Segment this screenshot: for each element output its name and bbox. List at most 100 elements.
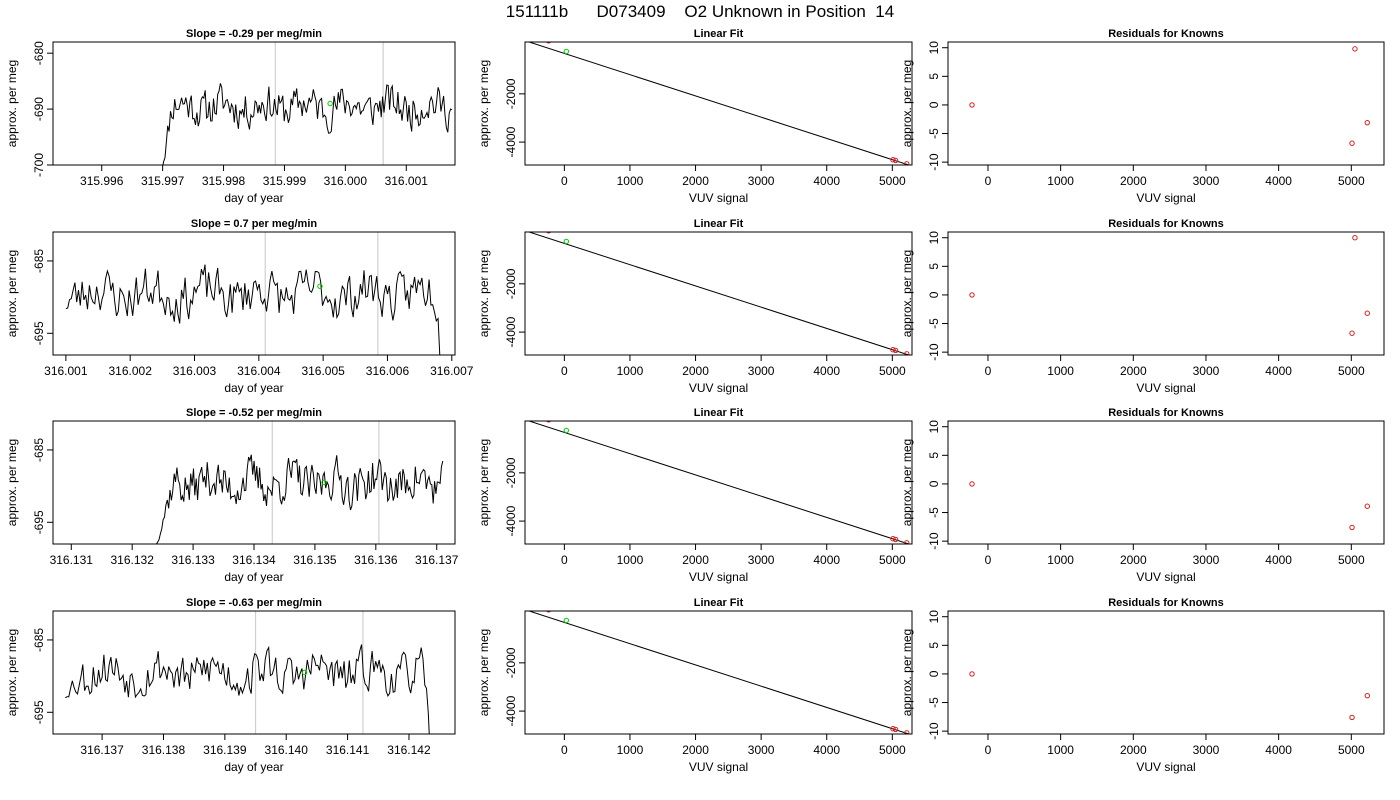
x-axis-label: day of year xyxy=(224,760,283,774)
x-tick-label: 0 xyxy=(985,553,992,567)
figure-title: 151111b D073409 O2 Unknown in Position 1… xyxy=(505,2,895,21)
y-tick-label: -685 xyxy=(32,628,46,652)
x-tick-label: 315.997 xyxy=(141,174,185,188)
x-axis-label: day of year xyxy=(224,381,283,395)
x-tick-label: 2000 xyxy=(1120,743,1147,757)
panel-title: Residuals for Knowns xyxy=(1108,407,1224,419)
fit-line xyxy=(527,232,909,355)
y-tick-label: -5 xyxy=(927,318,941,329)
known-point xyxy=(1364,310,1370,316)
known-point xyxy=(892,347,899,354)
known-point xyxy=(969,671,975,677)
y-tick-label: -685 xyxy=(32,249,46,273)
known-point xyxy=(904,730,910,734)
panel-frame xyxy=(524,231,913,356)
x-tick-label: 1000 xyxy=(1047,174,1074,188)
x-tick-label: 2000 xyxy=(1120,174,1147,188)
plot-area xyxy=(969,235,1370,336)
plot-area xyxy=(155,454,444,544)
known-point xyxy=(892,726,899,733)
plot-area xyxy=(969,481,1370,531)
x-tick-label: 3000 xyxy=(748,553,775,567)
known-point xyxy=(890,725,896,732)
x-tick-label: 5000 xyxy=(879,553,906,567)
y-tick-label: 5 xyxy=(927,73,941,80)
x-tick-label: 5000 xyxy=(1338,364,1365,378)
x-tick-label: 4000 xyxy=(1265,174,1292,188)
plot-area xyxy=(527,611,910,734)
x-tick-label: 1000 xyxy=(1047,364,1074,378)
y-axis-label: approx. per meg xyxy=(900,629,914,716)
x-tick-label: 0 xyxy=(561,364,568,378)
x-tick-label: 316.133 xyxy=(171,553,215,567)
y-tick-label: 10 xyxy=(927,41,941,55)
x-tick-label: 316.001 xyxy=(44,364,88,378)
panel-title: Linear Fit xyxy=(694,28,744,40)
y-tick-label: 10 xyxy=(927,610,941,624)
known-point xyxy=(1352,235,1358,241)
known-point xyxy=(904,351,910,355)
x-tick-label: 4000 xyxy=(1265,743,1292,757)
x-axis-label: VUV signal xyxy=(689,570,748,584)
x-tick-label: 3000 xyxy=(1193,364,1220,378)
y-axis-label: approx. per meg xyxy=(900,250,914,337)
x-tick-label: 4000 xyxy=(1265,364,1292,378)
known-point xyxy=(892,157,899,164)
x-tick-label: 1000 xyxy=(617,553,644,567)
panel-3-2: Residuals for Knowns 0 1000 2000 3000 4000 500… xyxy=(900,597,1385,774)
known-point xyxy=(890,535,896,542)
x-tick-label: 316.140 xyxy=(265,743,309,757)
known-point xyxy=(969,292,975,298)
y-axis-label: approx. per meg xyxy=(900,439,914,526)
panel-frame xyxy=(52,231,456,356)
x-tick-label: 3000 xyxy=(1193,553,1220,567)
x-tick-label: 5000 xyxy=(1338,174,1365,188)
known-point xyxy=(1349,140,1355,146)
y-tick-label: -10 xyxy=(927,532,941,550)
panel-2-1: Linear Fit 0 1000 2000 3000 4000 5000 -2000 -400… xyxy=(477,407,913,584)
panel-title: Slope = -0.52 per meg/min xyxy=(186,407,322,419)
unknown-marker xyxy=(321,479,327,486)
x-axis-label: VUV signal xyxy=(689,191,748,205)
x-tick-label: 5000 xyxy=(879,364,906,378)
x-axis-label: VUV signal xyxy=(1136,381,1195,395)
y-tick-label: -4000 xyxy=(504,505,518,536)
plot-area xyxy=(527,421,910,544)
y-tick-label: -10 xyxy=(927,343,941,361)
x-tick-label: 0 xyxy=(561,174,568,188)
y-tick-label: 0 xyxy=(927,101,941,108)
x-tick-label: 316.131 xyxy=(50,553,94,567)
x-tick-label: 316.005 xyxy=(301,364,345,378)
plot-area xyxy=(969,671,1370,721)
known-point xyxy=(1349,524,1355,531)
panel-title: Slope = -0.29 per meg/min xyxy=(186,28,322,40)
known-point xyxy=(546,421,552,423)
x-axis-label: day of year xyxy=(224,191,283,205)
known-point xyxy=(969,102,975,108)
y-tick-label: -695 xyxy=(32,510,46,534)
x-tick-label: 316.001 xyxy=(385,174,429,188)
y-axis-label: approx. per meg xyxy=(477,629,491,716)
x-tick-label: 5000 xyxy=(879,174,906,188)
unknown-point xyxy=(563,427,570,434)
x-tick-label: 1000 xyxy=(1047,743,1074,757)
x-tick-label: 316.139 xyxy=(203,743,247,757)
series-line xyxy=(155,454,444,544)
panel-frame xyxy=(947,231,1385,356)
x-tick-label: 2000 xyxy=(1120,364,1147,378)
panel-0-2: Residuals for Knowns 0 1000 2000 3000 4000 500… xyxy=(900,28,1385,205)
x-tick-label: 3000 xyxy=(1193,743,1220,757)
y-tick-label: 5 xyxy=(927,452,941,459)
series-line xyxy=(162,83,453,165)
x-tick-label: 3000 xyxy=(748,743,775,757)
x-tick-label: 5000 xyxy=(1338,553,1365,567)
x-tick-label: 316.004 xyxy=(237,364,281,378)
x-tick-label: 316.137 xyxy=(415,553,459,567)
x-tick-label: 4000 xyxy=(813,553,840,567)
known-point xyxy=(1364,119,1370,126)
x-tick-label: 316.132 xyxy=(110,553,154,567)
y-tick-label: 0 xyxy=(927,291,941,298)
y-tick-label: -680 xyxy=(32,41,46,65)
y-axis-label: approx. per meg xyxy=(900,60,914,147)
